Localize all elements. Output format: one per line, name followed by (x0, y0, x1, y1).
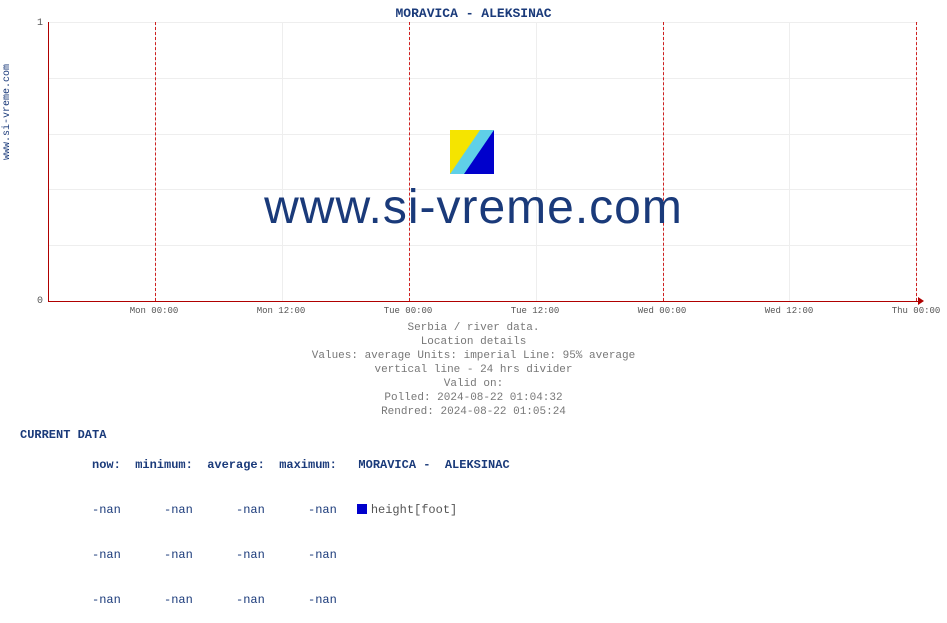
current-data-block: CURRENT DATA now:minimum:average:maximum… (20, 428, 510, 623)
subtitle-line: vertical line - 24 hrs divider (0, 364, 947, 376)
x-tick: Tue 00:00 (384, 306, 433, 316)
y-tick-1: 1 (23, 18, 43, 29)
current-data-row: -nan-nan-nan-nanheight[foot] (20, 488, 510, 533)
x-tick: Mon 12:00 (257, 306, 306, 316)
y-tick-0: 0 (23, 296, 43, 307)
x-tick: Wed 00:00 (638, 306, 687, 316)
y-axis-site-label: www.si-vreme.com (2, 64, 13, 160)
subtitle-line: Location details (0, 336, 947, 348)
day-divider (663, 22, 664, 301)
day-divider (916, 22, 917, 301)
current-data-row: -nan-nan-nan-nan (20, 533, 510, 578)
day-divider (409, 22, 410, 301)
subtitle-line: Polled: 2024-08-22 01:04:32 (0, 392, 947, 404)
day-divider (155, 22, 156, 301)
current-data-title: CURRENT DATA (20, 428, 510, 443)
watermark-logo-icon (450, 130, 494, 174)
series-swatch-icon (357, 504, 367, 514)
subtitle-line: Rendred: 2024-08-22 01:05:24 (0, 406, 947, 418)
x-tick: Mon 00:00 (130, 306, 179, 316)
x-tick: Thu 00:00 (892, 306, 941, 316)
x-axis-arrow (918, 297, 924, 305)
watermark-text: www.si-vreme.com (0, 180, 947, 235)
subtitle-line: Valid on: (0, 378, 947, 390)
current-data-row: -nan-nan-nan-nan (20, 578, 510, 623)
chart-title: MORAVICA - ALEKSINAC (0, 6, 947, 21)
subtitle-line: Serbia / river data. (0, 322, 947, 334)
x-tick: Tue 12:00 (511, 306, 560, 316)
current-data-header-row: now:minimum:average:maximum: MORAVICA - … (20, 443, 510, 488)
subtitle-line: Values: average Units: imperial Line: 95… (0, 350, 947, 362)
x-tick: Wed 12:00 (765, 306, 814, 316)
